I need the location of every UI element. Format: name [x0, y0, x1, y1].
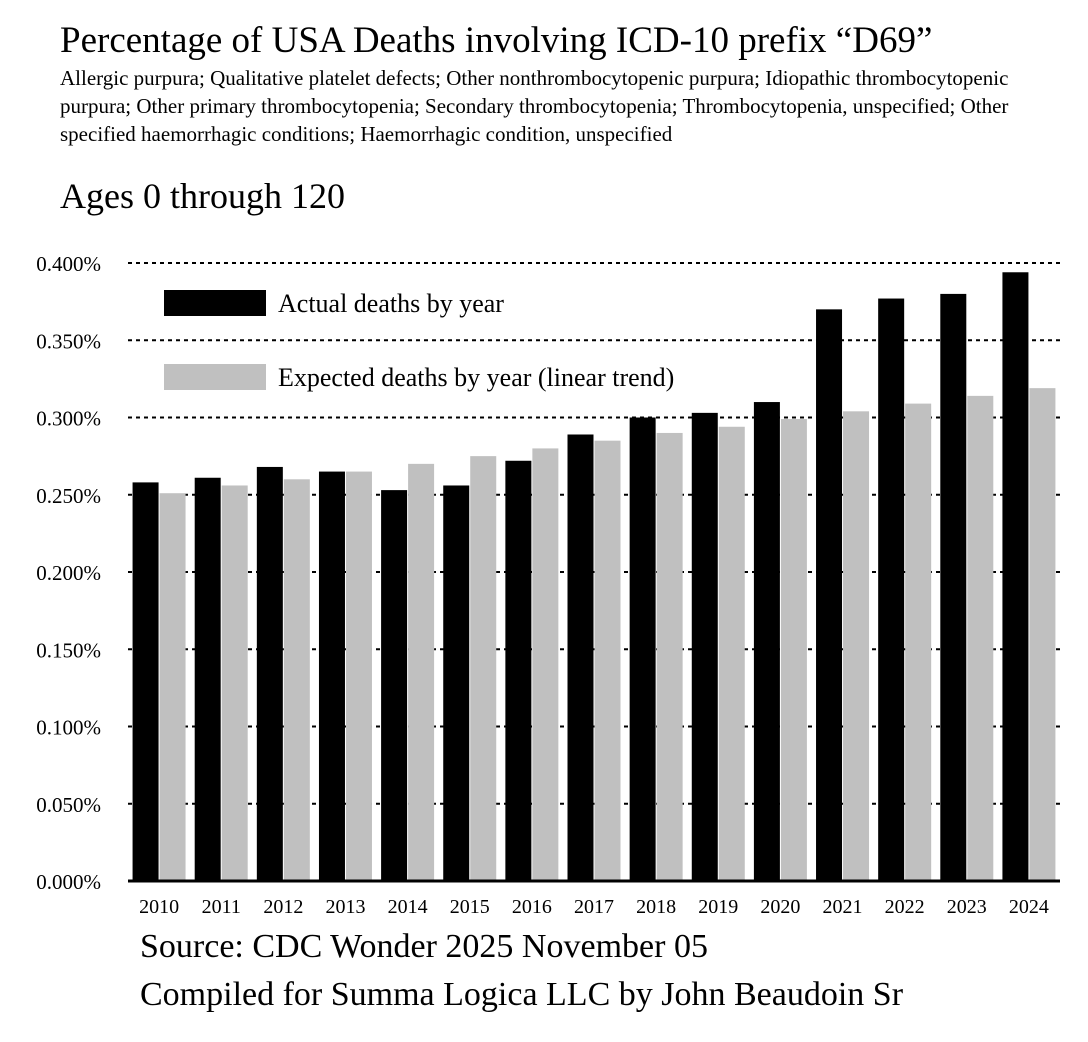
compiled-note: Compiled for Summa Logica LLC by John Be… — [140, 976, 904, 1013]
bar-expected-2016 — [532, 448, 559, 881]
legend-label-actual: Actual deaths by year — [278, 289, 504, 318]
bar-actual-2022 — [878, 298, 905, 881]
bar-expected-2021 — [843, 411, 870, 881]
bar-expected-2014 — [408, 463, 435, 881]
bar-expected-2023 — [967, 395, 994, 881]
bar-expected-2010 — [159, 493, 186, 881]
y-tick-label: 0.400% — [36, 252, 101, 276]
bar-actual-2018 — [629, 417, 656, 881]
x-tick-label: 2014 — [388, 896, 428, 918]
axes: 0.000% 0.050% 0.100% 0.150% 0.200% 0.250% 0.30… — [36, 252, 1060, 918]
bar-expected-2013 — [345, 471, 372, 881]
bar-expected-2020 — [780, 419, 807, 881]
x-tick-label: 2013 — [325, 896, 365, 918]
x-tick-label: 2016 — [512, 896, 552, 918]
bar-actual-2019 — [691, 412, 718, 881]
bar-actual-2010 — [132, 482, 159, 881]
x-tick-label: 2010 — [139, 896, 179, 918]
bar-expected-2015 — [470, 456, 497, 881]
bar-actual-2024 — [1002, 272, 1029, 881]
y-tick-label: 0.300% — [36, 407, 101, 431]
legend-swatch-actual — [164, 290, 266, 316]
x-tick-label: 2017 — [574, 896, 614, 918]
bar-actual-2011 — [194, 477, 221, 881]
bar-actual-2020 — [753, 402, 780, 881]
bar-expected-2022 — [905, 403, 932, 881]
x-tick-label: 2019 — [698, 896, 738, 918]
x-tick-label: 2012 — [263, 896, 303, 918]
legend: Actual deaths by year Expected deaths by … — [164, 289, 674, 392]
y-tick-label: 0.200% — [36, 561, 101, 585]
y-tick-label: 0.000% — [36, 870, 101, 894]
ages-label: Ages 0 through 120 — [60, 176, 345, 216]
legend-label-expected: Expected deaths by year (linear trend) — [278, 363, 674, 392]
bar-actual-2015 — [443, 485, 470, 881]
y-tick-label: 0.250% — [36, 484, 101, 508]
x-tick-label: 2024 — [1009, 896, 1049, 918]
y-tick-label: 0.150% — [36, 638, 101, 662]
bar-actual-2014 — [381, 490, 408, 881]
x-tick-label: 2018 — [636, 896, 676, 918]
bar-actual-2017 — [567, 434, 594, 881]
chart-subtitle: Allergic purpura; Qualitative platelet d… — [60, 66, 1009, 146]
bar-expected-2019 — [718, 426, 745, 881]
bar-expected-2012 — [283, 479, 310, 881]
bar-actual-2021 — [816, 309, 843, 882]
bar-actual-2012 — [256, 466, 283, 881]
x-tick-label: 2020 — [760, 896, 800, 918]
bar-expected-2017 — [594, 440, 621, 881]
y-tick-label: 0.100% — [36, 716, 101, 740]
chart-title: Percentage of USA Deaths involving ICD-1… — [60, 20, 933, 61]
bar-actual-2013 — [318, 471, 345, 881]
legend-swatch-expected — [164, 364, 266, 390]
bar-expected-2018 — [656, 432, 683, 881]
x-tick-label: 2023 — [947, 896, 987, 918]
source-note: Source: CDC Wonder 2025 November 05 — [140, 928, 708, 965]
bar-actual-2016 — [505, 460, 532, 881]
x-tick-label: 2022 — [885, 896, 925, 918]
bar-actual-2023 — [940, 293, 967, 881]
bar-expected-2011 — [221, 485, 248, 881]
bar-expected-2024 — [1029, 388, 1056, 881]
y-tick-label: 0.350% — [36, 329, 101, 353]
x-tick-label: 2011 — [202, 896, 241, 918]
x-tick-label: 2021 — [823, 896, 863, 918]
y-tick-label: 0.050% — [36, 793, 101, 817]
bars — [132, 272, 1056, 882]
gridlines — [128, 262, 1060, 805]
x-tick-label: 2015 — [450, 896, 490, 918]
